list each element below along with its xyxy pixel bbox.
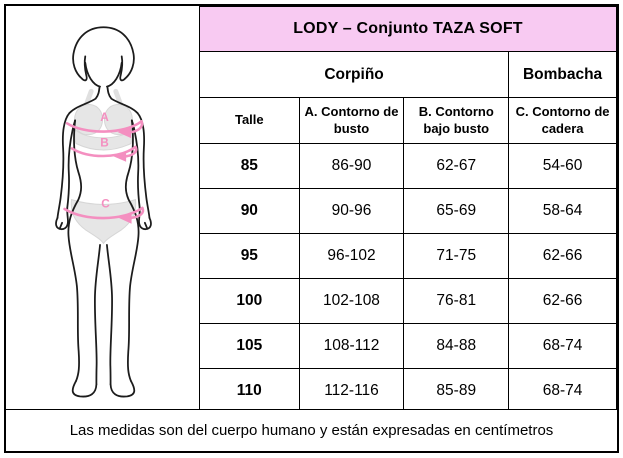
size-cell: 86-90 (298, 143, 405, 189)
size-cell: 71-75 (403, 233, 510, 279)
size-chart-sheet: A B C (4, 4, 619, 453)
group-header-bombacha: Bombacha (508, 51, 617, 98)
size-row-85: 85 86-90 62-67 54-60 (199, 143, 617, 189)
size-row-110: 110 112-116 85-89 68-74 (199, 368, 617, 414)
content-area: A B C (6, 6, 617, 414)
size-cell: 110 (199, 368, 300, 414)
size-cell: 62-66 (508, 233, 617, 279)
size-cell: 108-112 (298, 323, 405, 369)
marker-c-label: C (101, 197, 110, 211)
size-cell: 62-66 (508, 278, 617, 324)
footnote-bar: Las medidas son del cuerpo humano y está… (6, 409, 617, 451)
size-cell: 85 (199, 143, 300, 189)
footnote-text: Las medidas son del cuerpo humano y está… (69, 422, 554, 439)
size-cell: 100 (199, 278, 300, 324)
panties-illustration (70, 198, 137, 245)
size-cell: 96-102 (298, 233, 405, 279)
size-cell: 102-108 (298, 278, 405, 324)
body-outline (55, 26, 152, 398)
size-row-100: 100 102-108 76-81 62-66 (199, 278, 617, 324)
size-table: LODY – Conjunto TAZA SOFT Corpiño Bombac… (198, 6, 617, 414)
marker-b-label: B (100, 135, 109, 149)
column-header-hip: C. Contorno de cadera (508, 97, 617, 144)
size-cell: 54-60 (508, 143, 617, 189)
hip-measure-arrow: C (63, 197, 145, 224)
column-header-row: Talle A. Contorno de busto B. Contorno b… (199, 97, 617, 144)
size-cell: 76-81 (403, 278, 510, 324)
size-cell: 84-88 (403, 323, 510, 369)
size-cell: 90 (199, 188, 300, 234)
size-cell: 58-64 (508, 188, 617, 234)
bust-measure-arrow: A (65, 110, 144, 139)
size-row-105: 105 108-112 84-88 68-74 (199, 323, 617, 369)
size-cell: 85-89 (403, 368, 510, 414)
size-cell: 95 (199, 233, 300, 279)
size-cell: 105 (199, 323, 300, 369)
body-measurement-figure-panel: A B C (6, 6, 199, 409)
group-header-corpino: Corpiño (198, 51, 510, 98)
table-title-row: LODY – Conjunto TAZA SOFT (199, 6, 617, 52)
garment-group-row: Corpiño Bombacha (198, 51, 617, 98)
column-header-talle: Talle (199, 97, 300, 144)
marker-a-label: A (100, 110, 109, 124)
bra-straps (83, 88, 124, 109)
size-row-90: 90 90-96 65-69 58-64 (199, 188, 617, 234)
size-cell: 65-69 (403, 188, 510, 234)
underbust-measure-arrow: B (70, 135, 138, 162)
column-header-bust: A. Contorno de busto (298, 97, 405, 144)
size-cell: 112-116 (298, 368, 405, 414)
size-cell: 68-74 (508, 368, 617, 414)
size-cell: 68-74 (508, 323, 617, 369)
female-body-diagram: A B C (55, 26, 152, 398)
column-header-underbust: B. Contorno bajo busto (403, 97, 510, 144)
chart-title: LODY – Conjunto TAZA SOFT (199, 6, 617, 52)
size-cell: 62-67 (403, 143, 510, 189)
size-cell: 90-96 (298, 188, 405, 234)
size-row-95: 95 96-102 71-75 62-66 (199, 233, 617, 279)
